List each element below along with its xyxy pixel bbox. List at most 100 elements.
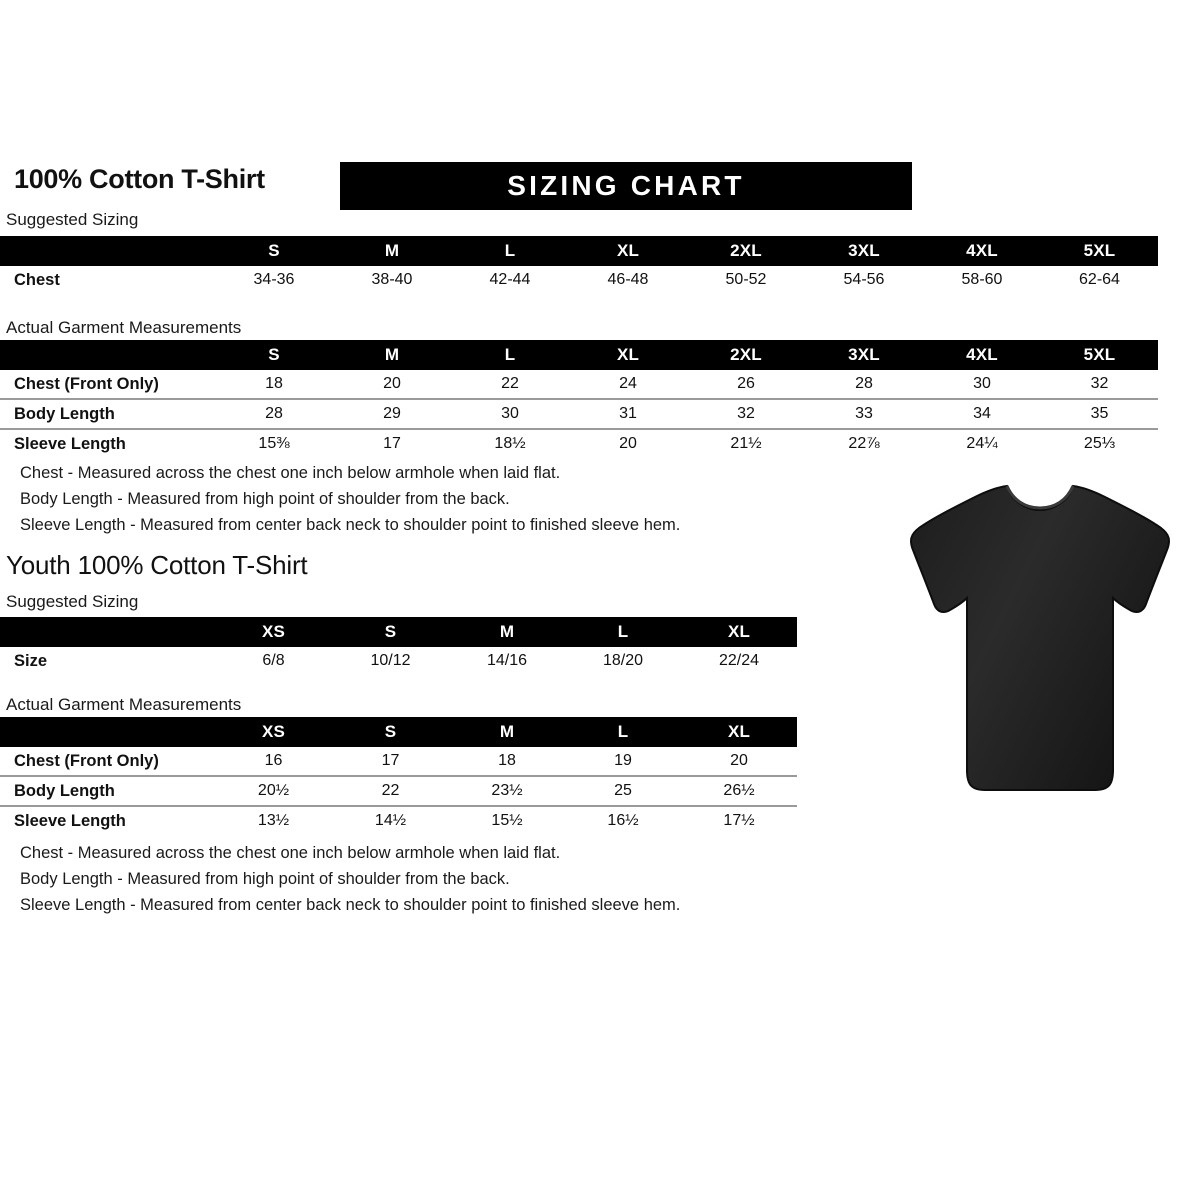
adult-suggested-cell: 34-36	[253, 271, 295, 288]
adult-actual-cell: 34	[923, 398, 1041, 429]
sizing-chart-banner-text: SIZING CHART	[507, 170, 745, 201]
youth-actual-cell: 20½	[215, 775, 332, 806]
table-row: Body Length 28 29 30 31 32 33 34 35	[0, 398, 1158, 429]
youth-actual-cell: 17½	[681, 805, 797, 835]
youth-actual-row-label: Body Length	[0, 775, 215, 806]
adult-actual-cell: 24¼	[923, 428, 1041, 458]
youth-suggested-column-header-m: M	[499, 622, 515, 641]
youth-suggested-column-header-l: L	[617, 622, 629, 641]
youth-actual-cell: 15½	[449, 805, 565, 835]
adult-suggested-cell: 54-56	[843, 271, 885, 288]
adult-actual-cell: 21½	[687, 428, 805, 458]
youth-actual-measurements-label: Actual Garment Measurements	[6, 695, 242, 714]
youth-suggested-sizing-label: Suggested Sizing	[6, 592, 139, 611]
adult-actual-cell: 20	[569, 428, 687, 458]
youth-suggested-sizing-table: XS S M L XL Size 6/8 10/12 14/16 18/20 22/24	[0, 617, 797, 675]
table-header-row: XS S M L XL	[0, 717, 797, 747]
adult-suggested-cell: 46-48	[607, 271, 649, 288]
table-body: Size 6/8 10/12 14/16 18/20 22/24	[0, 647, 797, 675]
adult-actual-cell: 31	[569, 398, 687, 429]
youth-actual-cell: 26½	[681, 775, 797, 806]
adult-actual-cell: 18½	[451, 428, 569, 458]
table-row: Sleeve Length 13½ 14½ 15½ 16½ 17½	[0, 805, 797, 835]
youth-actual-cell: 19	[614, 752, 632, 769]
adult-suggested-column-header-4xl: 4XL	[966, 241, 998, 260]
adult-actual-column-header-3xl: 3XL	[848, 345, 880, 364]
adult-actual-column-header-l: L	[504, 345, 516, 364]
youth-actual-measurements-table: XS S M L XL Chest (Front Only) 16 17 18 19 20 Body…	[0, 717, 797, 835]
youth-actual-cell: 16½	[565, 805, 681, 835]
adult-actual-cell: 18	[265, 375, 283, 392]
adult-actual-row-label: Chest (Front Only)	[14, 375, 159, 393]
adult-actual-cell: 24	[619, 375, 637, 392]
youth-actual-row-label: Sleeve Length	[0, 805, 215, 835]
youth-actual-column-header-m: M	[499, 722, 515, 741]
adult-suggested-column-header-l: L	[504, 241, 516, 260]
table-header-row: XS S M L XL	[0, 617, 797, 647]
youth-suggested-column-header-xl: XL	[727, 622, 751, 641]
adult-actual-cell: 33	[805, 398, 923, 429]
adult-actual-cell: 32	[687, 398, 805, 429]
adult-suggested-sizing-label: Suggested Sizing	[6, 210, 139, 229]
adult-actual-row-label: Sleeve Length	[0, 428, 215, 458]
adult-suggested-cell: 58-60	[961, 271, 1003, 288]
adult-actual-corner-header	[0, 340, 215, 370]
adult-suggested-cell: 50-52	[725, 271, 767, 288]
table-row: Chest (Front Only) 18 20 22 24 26 28 30 32	[0, 370, 1158, 399]
adult-suggested-column-header-5xl: 5XL	[1083, 241, 1116, 260]
adult-actual-measurements-label: Actual Garment Measurements	[6, 318, 242, 337]
adult-suggested-column-header-m: M	[384, 241, 400, 260]
adult-suggested-sizing-table: S M L XL 2XL 3XL 4XL 5XL Chest 34-36 38-40 42-44 46…	[0, 236, 1158, 294]
youth-actual-column-header-xl: XL	[727, 722, 751, 741]
adult-actual-cell: 35	[1041, 398, 1158, 429]
youth-suggested-column-header-xs: XS	[261, 622, 286, 641]
youth-suggested-cell: 18/20	[602, 652, 644, 669]
adult-suggested-column-header-s: S	[268, 241, 280, 260]
table-body: Chest (Front Only) 16 17 18 19 20 Body Length 2…	[0, 747, 797, 835]
adult-actual-column-header-2xl: 2XL	[730, 345, 762, 364]
youth-suggested-cell: 10/12	[370, 652, 411, 669]
table-body: Chest 34-36 38-40 42-44 46-48 50-52 54-56 58-60…	[0, 266, 1158, 294]
adult-actual-cell: 28	[855, 375, 873, 392]
adult-suggested-column-header-xl: XL	[616, 241, 640, 260]
adult-actual-cell: 17	[333, 428, 451, 458]
adult-suggested-corner-header	[0, 236, 215, 266]
table-row: Sleeve Length 15⅜ 17 18½ 20 21½ 22⅞ 24¼ 25⅓	[0, 428, 1158, 458]
adult-note-line: Chest - Measured across the chest one in…	[20, 464, 561, 482]
adult-actual-row-label: Body Length	[0, 398, 215, 429]
adult-actual-column-header-5xl: 5XL	[1083, 345, 1116, 364]
adult-actual-cell: 15⅜	[215, 428, 333, 458]
adult-note-line: Sleeve Length - Measured from center bac…	[20, 516, 681, 534]
page-header: 100% Cotton T-Shirt SIZING CHART	[8, 162, 1188, 214]
adult-actual-cell: 20	[383, 375, 401, 392]
youth-actual-cell: 17	[381, 752, 400, 769]
adult-actual-cell: 32	[1090, 375, 1109, 392]
youth-section-heading: Youth 100% Cotton T-Shirt	[6, 550, 308, 580]
adult-suggested-cell: 62-64	[1079, 271, 1120, 288]
adult-actual-column-header-s: S	[268, 345, 280, 364]
youth-suggested-cell: 22/24	[718, 652, 760, 669]
adult-actual-cell: 26	[737, 375, 755, 392]
adult-actual-cell: 30	[973, 375, 991, 392]
adult-actual-cell: 28	[215, 398, 333, 429]
tshirt-icon	[910, 484, 1170, 791]
youth-actual-cell: 18	[498, 752, 516, 769]
youth-suggested-row-label: Size	[14, 652, 48, 670]
table-body: Chest (Front Only) 18 20 22 24 26 28 30 32 Body L…	[0, 370, 1158, 458]
youth-actual-cell: 13½	[215, 805, 332, 835]
table-row: Body Length 20½ 22 23½ 25 26½	[0, 775, 797, 806]
youth-actual-column-header-s: S	[384, 722, 397, 741]
youth-note-line: Body Length - Measured from high point o…	[20, 870, 510, 888]
adult-suggested-row-label: Chest	[14, 271, 60, 289]
adult-actual-column-header-m: M	[384, 345, 400, 364]
table-row: Chest (Front Only) 16 17 18 19 20	[0, 747, 797, 776]
youth-suggested-corner-header	[0, 617, 215, 647]
sizing-chart-banner: SIZING CHART	[340, 162, 912, 210]
adult-actual-column-header-xl: XL	[616, 345, 640, 364]
table-row: Size 6/8 10/12 14/16 18/20 22/24	[0, 647, 797, 675]
adult-suggested-cell: 42-44	[489, 271, 531, 288]
table-row: Chest 34-36 38-40 42-44 46-48 50-52 54-56 58-60…	[0, 266, 1158, 294]
adult-actual-column-header-4xl: 4XL	[966, 345, 998, 364]
youth-actual-cell: 25	[565, 775, 681, 806]
